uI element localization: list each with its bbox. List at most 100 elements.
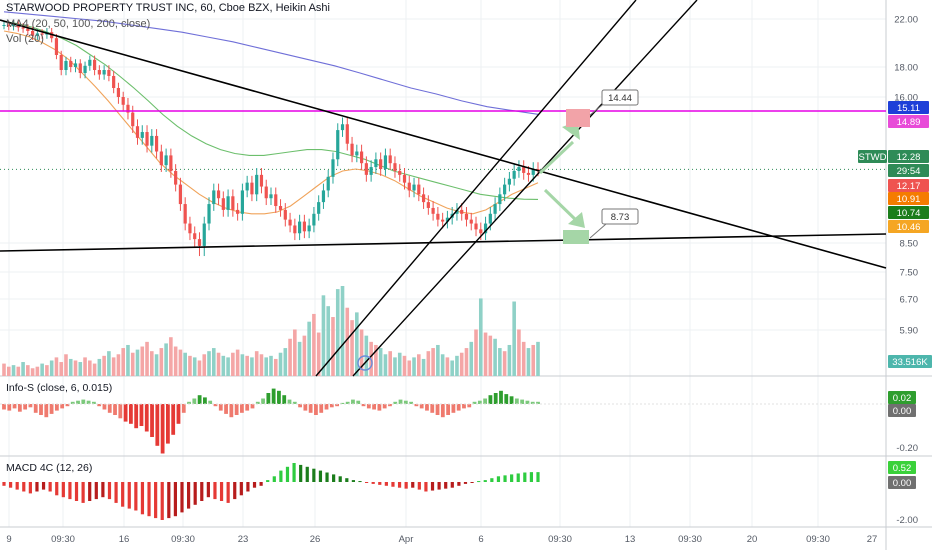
candle-body-79	[379, 159, 383, 170]
macd-bar-69	[457, 482, 461, 486]
volume-bar-1	[6, 366, 11, 376]
volume-bar-84	[402, 355, 407, 376]
info-bar-0	[2, 404, 6, 410]
info-bar-74	[393, 401, 398, 404]
info-bar-99	[525, 400, 530, 404]
info-bar-59	[314, 404, 318, 415]
macd-bar-17	[114, 482, 118, 503]
info-bar-2	[12, 404, 17, 409]
candle-body-107	[512, 170, 516, 179]
candle-body-55	[264, 186, 268, 199]
info-bar-64	[340, 402, 345, 404]
candle-body-91	[436, 213, 440, 220]
candle-body-47	[226, 196, 230, 210]
macd-bar-11	[74, 482, 79, 501]
volume-bar-14	[68, 358, 73, 376]
macd-bar-60	[397, 482, 402, 488]
candle-body-80	[383, 155, 388, 170]
volume-bar-53	[254, 351, 259, 376]
info-bar-73	[388, 404, 392, 407]
candle-body-97	[464, 213, 469, 220]
ma-legend[interactable]: MA4 (20, 50, 100, 200, close)	[6, 18, 151, 30]
volume-bar-97	[464, 348, 469, 376]
volume-bar-42	[202, 354, 207, 376]
volume-bar-3	[16, 366, 21, 376]
volume-bar-49	[235, 349, 240, 376]
macd-bar-45	[299, 464, 303, 482]
candle-body-45	[216, 190, 221, 199]
candle-body-85	[407, 182, 411, 191]
info-bar-10	[54, 404, 59, 411]
info-bar-5	[28, 404, 33, 408]
macd-legend[interactable]: MACD 4C (12, 26)	[6, 462, 93, 474]
info-bar-76	[403, 400, 408, 404]
target-up-box	[566, 109, 590, 127]
candle-body-7	[35, 33, 39, 36]
price-badge-5: 12.17	[897, 181, 921, 192]
candle-body-106	[507, 178, 511, 185]
macd-bar-8	[55, 482, 59, 496]
info-bar-45	[240, 404, 244, 413]
info-s-legend[interactable]: Info-S (close, 6, 0.015)	[6, 382, 113, 394]
macd-bar-53	[351, 480, 356, 482]
volume-bar-54	[259, 354, 264, 376]
time-tick-3: 09:30	[171, 534, 195, 545]
macd-bar-57	[378, 482, 382, 485]
candle-body-24	[116, 88, 121, 97]
macd-bar-74	[490, 478, 494, 482]
macd-bar-26	[173, 482, 178, 517]
price-tick-3: 8.50	[900, 239, 919, 250]
vol-legend[interactable]: Vol (20)	[6, 33, 44, 45]
volume-bar-65	[312, 313, 316, 376]
info-bar-46	[245, 404, 250, 411]
info-bar-22	[118, 404, 123, 419]
macd-bar-6	[41, 482, 46, 490]
candle-body-8	[40, 33, 44, 35]
info-bar-101	[536, 401, 540, 404]
volume-bar-100	[478, 298, 483, 376]
volume-bar-82	[393, 357, 397, 376]
macd-bar-27	[180, 482, 184, 513]
macd-bar-9	[61, 482, 65, 498]
candle-body-26	[126, 104, 130, 113]
volume-bar-29	[140, 346, 145, 376]
volume-bar-46	[221, 355, 226, 376]
volume-bar-75	[359, 329, 364, 376]
volume-bar-66	[316, 332, 321, 376]
volume-bar-24	[116, 354, 121, 376]
macd-bar-23	[154, 482, 158, 519]
down-arrow-line	[543, 188, 580, 224]
info-bar-37	[197, 395, 202, 404]
macd-bar-47	[312, 468, 316, 482]
volume-bar-33	[159, 348, 164, 376]
info-bar-40	[213, 404, 218, 407]
volume-bar-79	[378, 348, 383, 376]
volume-bar-44	[211, 348, 216, 376]
info-bar-57	[303, 404, 308, 411]
axes: 22.00 18.00 16.00 8.50 7.50 6.70 5.90 -0.20 -2.0…	[6, 15, 918, 546]
info-bar-100	[530, 401, 535, 404]
candle-body-75	[359, 151, 364, 164]
candle-body-111	[531, 169, 535, 175]
macd-bar-55	[364, 482, 369, 483]
volume-bar-56	[269, 355, 273, 376]
macd-bar-50	[332, 474, 336, 482]
volume-bar-107	[512, 301, 516, 376]
candle-body-110	[526, 172, 531, 175]
pivot-circle	[357, 355, 373, 371]
info-bar-98	[520, 399, 525, 404]
candle-body-58	[278, 206, 283, 210]
macd-bar-21	[140, 482, 145, 515]
volume-bar-73	[350, 320, 354, 376]
info-bar-25	[134, 404, 139, 429]
candle-body-35	[169, 155, 173, 171]
macd-bar-46	[305, 466, 309, 482]
candle-body-13	[64, 61, 68, 70]
volume-bar-55	[264, 357, 269, 376]
macd-bar-75	[496, 476, 501, 482]
channel-upper	[315, 0, 637, 377]
candle-body-100	[479, 229, 483, 234]
macd-bar-37	[246, 482, 250, 492]
candle-body-44	[212, 190, 216, 205]
volume-bar-31	[150, 351, 154, 376]
